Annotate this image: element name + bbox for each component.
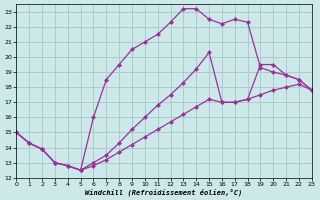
X-axis label: Windchill (Refroidissement éolien,°C): Windchill (Refroidissement éolien,°C) xyxy=(85,188,243,196)
